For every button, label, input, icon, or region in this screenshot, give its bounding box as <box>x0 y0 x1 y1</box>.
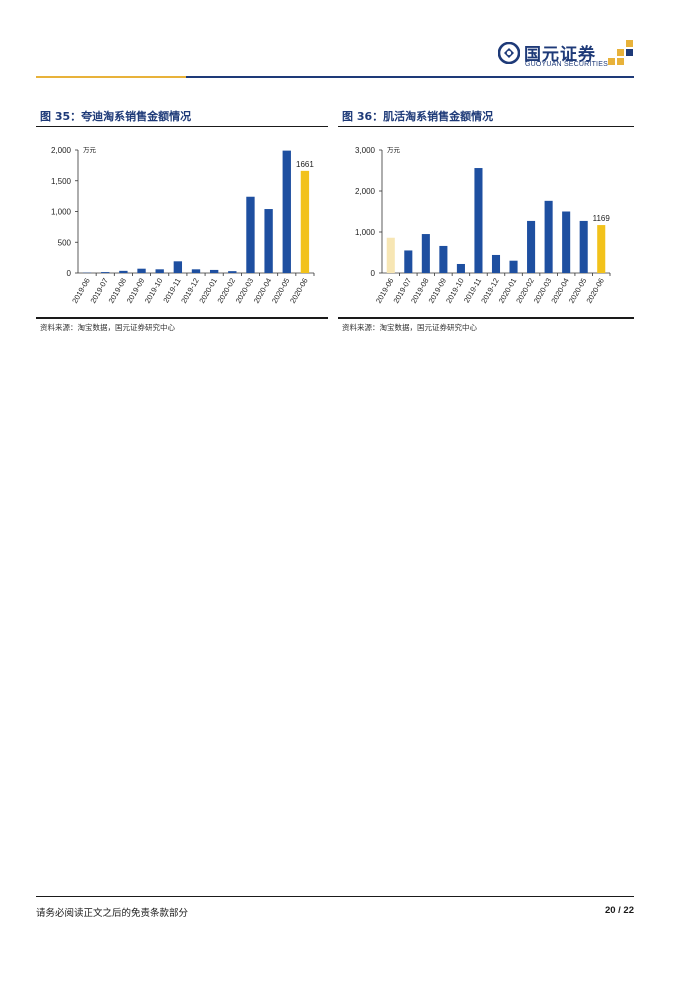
bar-2020-02 <box>527 220 536 273</box>
y-tick-label: 500 <box>58 238 72 247</box>
bar-2019-12 <box>491 254 501 273</box>
figure-35-source: 资料来源：淘宝数据，国元证券研究中心 <box>40 323 175 332</box>
data-label: 1661 <box>296 160 314 169</box>
bar-2019-11 <box>474 168 483 273</box>
figure-36-bottom-rule <box>338 317 634 319</box>
figure-36-source: 资料来源：淘宝数据，国元证券研究中心 <box>342 323 477 332</box>
figure-35-bottom-rule <box>36 317 328 319</box>
bar-2019-08 <box>421 234 430 273</box>
figure-36-title: 图 36：肌活淘系销售金额情况 <box>342 110 494 123</box>
page-number: 20 / 22 <box>604 905 634 916</box>
footer-disclaimer: 请务必阅读正文之后的免责条款部分 <box>36 908 189 919</box>
y-tick-label: 0 <box>371 269 376 278</box>
brand-name-cn: 国元证券 <box>524 45 596 65</box>
unit-label: 万元 <box>83 146 97 154</box>
bar-2019-09 <box>439 245 448 273</box>
bar-2019-07 <box>404 250 413 273</box>
footer-rule <box>36 896 634 897</box>
y-tick-label: 3,000 <box>355 146 376 155</box>
brand-name-en: GUOYUAN SECURITIES <box>525 61 608 68</box>
bar-2020-05 <box>579 220 588 273</box>
header-rule-blue <box>186 76 634 78</box>
bar-2019-09 <box>137 268 146 273</box>
brand-squares-icon <box>608 40 633 65</box>
bar-2019-12 <box>191 269 201 273</box>
data-label: 1169 <box>593 214 611 223</box>
chart-figure-36: 万元01,0002,0003,0002019-062019-072019-082… <box>355 146 611 305</box>
brand-logo-icon <box>498 42 520 64</box>
unit-label: 万元 <box>387 146 401 154</box>
bar-2019-08 <box>119 270 128 273</box>
bar-2020-01 <box>209 269 219 273</box>
bar-2019-07 <box>101 272 110 273</box>
chart-figure-35: 万元05001,0001,5002,0002019-062019-072019-… <box>51 146 315 305</box>
header-rule-gold <box>36 76 186 78</box>
bar-2020-04 <box>562 211 571 273</box>
figure-35-title: 图 35：夸迪淘系销售金额情况 <box>40 110 192 123</box>
bar-2019-11 <box>173 261 183 273</box>
bar-2020-01 <box>509 260 518 273</box>
y-tick-label: 2,000 <box>51 146 72 155</box>
bar-2019-10 <box>456 263 465 273</box>
y-tick-label: 1,000 <box>355 228 376 237</box>
y-tick-label: 2,000 <box>355 187 376 196</box>
bar-2020-03 <box>544 200 553 273</box>
y-tick-label: 1,500 <box>51 177 72 186</box>
bar-2020-05 <box>282 150 291 273</box>
x-tick-label: 2020-06 <box>288 277 310 305</box>
bar-2019-06 <box>386 237 395 273</box>
figure-35-top-rule <box>36 126 328 127</box>
bar-2020-02 <box>228 271 237 273</box>
bar-2020-06 <box>597 225 606 273</box>
y-tick-label: 1,000 <box>51 208 72 217</box>
bar-2020-04 <box>264 209 273 273</box>
y-tick-label: 0 <box>67 269 72 278</box>
bar-2020-06 <box>300 170 310 273</box>
bar-2020-03 <box>246 196 255 273</box>
bar-2019-10 <box>155 269 164 273</box>
figure-36-top-rule <box>338 126 634 127</box>
